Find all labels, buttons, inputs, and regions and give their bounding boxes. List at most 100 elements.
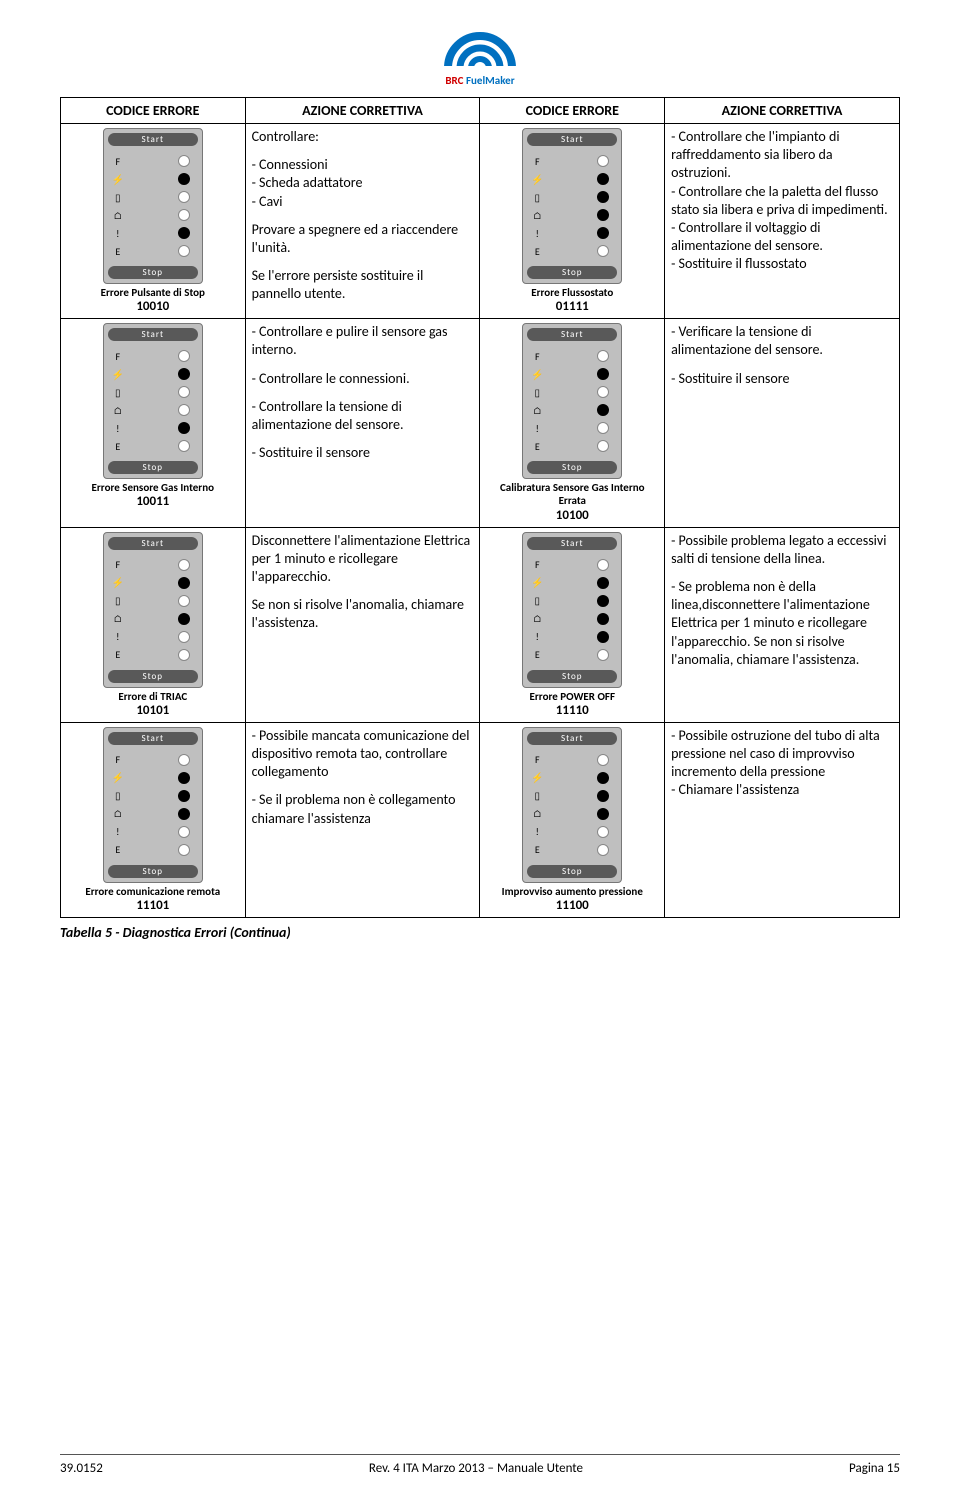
action-text: - Verificare la tensione di alimentazion… xyxy=(671,323,893,388)
panel-stop-label: Stop xyxy=(527,461,617,474)
action-paragraph: - Controllare che l'impianto di raffredd… xyxy=(671,128,893,274)
panel-row-label: ▯ xyxy=(112,386,124,399)
panel-row: ! xyxy=(112,628,194,646)
panel-body: F ⚡ ▯ ⌂ ! E xyxy=(527,550,617,670)
panel-caption: Errore Pulsante di Stop xyxy=(67,286,239,299)
panel-row: ▯ xyxy=(531,592,613,610)
panel-error-code: 10010 xyxy=(67,299,239,314)
panel-row: ⌂ xyxy=(112,610,194,628)
panel-led-icon xyxy=(597,559,609,571)
panel-led-icon xyxy=(597,772,609,784)
cell-code-left: Start F ⚡ ▯ ⌂ ! E Stop Errore S xyxy=(61,319,246,527)
action-paragraph: - Possibile problema legato a eccessivi … xyxy=(671,532,893,568)
panel-row-label: ⚡ xyxy=(112,576,124,589)
panel-led-icon xyxy=(178,649,190,661)
panel-led-icon xyxy=(178,191,190,203)
panel-row-label: ⌂ xyxy=(531,404,543,417)
th-action-right: AZIONE CORRETTIVA xyxy=(665,98,900,124)
panel-start-label: Start xyxy=(108,732,198,745)
table-row: Start F ⚡ ▯ ⌂ ! E Stop Errore P xyxy=(61,124,900,319)
panel-led-icon xyxy=(178,404,190,416)
panel-row-label: ! xyxy=(112,825,124,838)
panel-row: F xyxy=(112,347,194,365)
panel-led-icon xyxy=(597,826,609,838)
panel-row-label: ⚡ xyxy=(531,576,543,589)
panel-caption: Errore comunicazione remota xyxy=(67,885,239,898)
panel-row-label: E xyxy=(112,440,124,453)
panel-row: ⌂ xyxy=(112,805,194,823)
cell-code-left: Start F ⚡ ▯ ⌂ ! E Stop Errore c xyxy=(61,722,246,917)
panel-row-label: E xyxy=(531,843,543,856)
action-paragraph: - Connessioni- Scheda adattatore- Cavi xyxy=(252,156,474,211)
cell-action-right: - Verificare la tensione di alimentazion… xyxy=(665,319,900,527)
action-paragraph: Controllare: xyxy=(252,128,474,146)
table-row: Start F ⚡ ▯ ⌂ ! E Stop Errore S xyxy=(61,319,900,527)
logo: BRC FuelMaker xyxy=(60,30,900,87)
panel-led-icon xyxy=(597,844,609,856)
panel-row: ! xyxy=(531,224,613,242)
panel-led-icon xyxy=(597,227,609,239)
action-paragraph: Se l'errore persiste sostituire il panne… xyxy=(252,267,474,303)
panel-led-icon xyxy=(178,155,190,167)
panel-led-icon xyxy=(178,844,190,856)
panel-led-icon xyxy=(178,577,190,589)
panel-row: ▯ xyxy=(112,787,194,805)
control-panel: Start F ⚡ ▯ ⌂ ! E Stop xyxy=(103,323,203,479)
panel-row-label: ⚡ xyxy=(531,771,543,784)
control-panel: Start F ⚡ ▯ ⌂ ! E Stop xyxy=(522,323,622,479)
panel-led-icon xyxy=(178,808,190,820)
th-action-left: AZIONE CORRETTIVA xyxy=(245,98,480,124)
panel-led-icon xyxy=(597,209,609,221)
panel-row-label: F xyxy=(531,558,543,571)
panel-row: ⚡ xyxy=(531,769,613,787)
cell-code-right: Start F ⚡ ▯ ⌂ ! E Stop Errore F xyxy=(480,124,665,319)
control-panel: Start F ⚡ ▯ ⌂ ! E Stop xyxy=(522,128,622,284)
panel-stop-label: Stop xyxy=(108,670,198,683)
page: BRC FuelMaker CODICE ERRORE AZIONE CORRE… xyxy=(0,0,960,1496)
panel-row-label: E xyxy=(112,648,124,661)
panel-stop-label: Stop xyxy=(527,266,617,279)
control-panel: Start F ⚡ ▯ ⌂ ! E Stop xyxy=(522,727,622,883)
panel-row-label: ! xyxy=(531,825,543,838)
panel-body: F ⚡ ▯ ⌂ ! E xyxy=(108,341,198,461)
action-text: Controllare: - Connessioni- Scheda adatta… xyxy=(252,128,474,304)
panel-led-icon xyxy=(597,386,609,398)
cell-action-left: - Possibile mancata comunicazione del di… xyxy=(245,722,480,917)
panel-led-icon xyxy=(178,173,190,185)
cell-action-left: Controllare: - Connessioni- Scheda adatta… xyxy=(245,124,480,319)
panel-row-label: E xyxy=(531,648,543,661)
panel-row: ⚡ xyxy=(112,769,194,787)
action-paragraph: - Possibile mancata comunicazione del di… xyxy=(252,727,474,782)
panel-row: F xyxy=(531,556,613,574)
panel-row-label: ⌂ xyxy=(112,209,124,222)
panel-led-icon xyxy=(597,595,609,607)
panel-row-label: F xyxy=(531,350,543,363)
cell-action-right: - Controllare che l'impianto di raffredd… xyxy=(665,124,900,319)
panel-row-label: F xyxy=(531,753,543,766)
panel-row-label: ! xyxy=(531,422,543,435)
action-paragraph: Provare a spegnere ed a riaccendere l'un… xyxy=(252,221,474,257)
panel-row: ▯ xyxy=(531,787,613,805)
panel-row: F xyxy=(112,556,194,574)
logo-fuelmaker: FuelMaker xyxy=(463,74,514,87)
panel-start-label: Start xyxy=(108,133,198,146)
panel-caption: Improvviso aumento pressione xyxy=(486,885,658,898)
action-paragraph: - Controllare le connessioni. xyxy=(252,370,474,388)
cell-action-right: - Possibile ostruzione del tubo di alta … xyxy=(665,722,900,917)
panel-row-label: ! xyxy=(112,630,124,643)
panel-row: ! xyxy=(112,823,194,841)
panel-row: ! xyxy=(112,419,194,437)
panel-row-label: F xyxy=(112,155,124,168)
panel-led-icon xyxy=(178,350,190,362)
panel-row: ! xyxy=(531,419,613,437)
cell-code-right: Start F ⚡ ▯ ⌂ ! E Stop Errore P xyxy=(480,527,665,722)
panel-row: F xyxy=(531,152,613,170)
panel-row: ⌂ xyxy=(531,401,613,419)
panel-start-label: Start xyxy=(108,537,198,550)
panel-row: F xyxy=(112,751,194,769)
table-caption: Tabella 5 - Diagnostica Errori (Continua… xyxy=(60,924,900,941)
panel-stop-label: Stop xyxy=(108,266,198,279)
logo-brc: BRC xyxy=(445,74,463,87)
panel-row: F xyxy=(112,152,194,170)
panel-led-icon xyxy=(597,754,609,766)
